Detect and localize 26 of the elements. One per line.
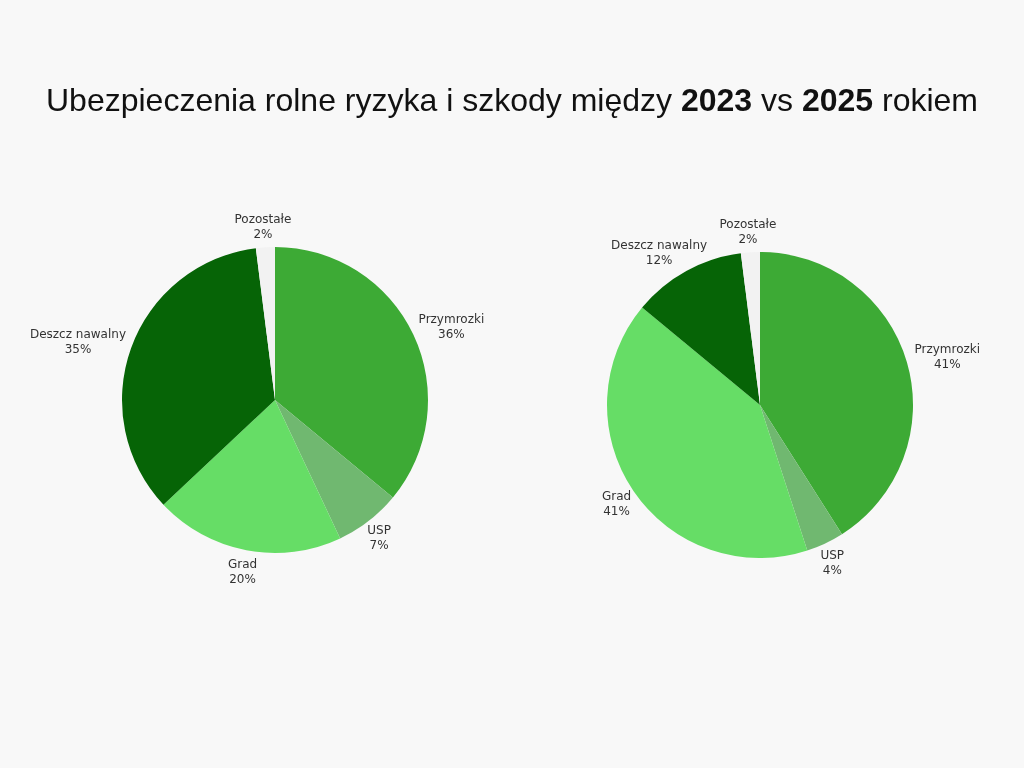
slice-label: Deszcz nawalny xyxy=(29,326,127,341)
slice-label: USP xyxy=(820,548,845,563)
pie-slice xyxy=(275,400,393,539)
data-label: 41% xyxy=(933,357,961,372)
pie-slice xyxy=(642,253,760,405)
data-label: 35% xyxy=(64,341,92,356)
data-label: 12% xyxy=(645,253,673,268)
data-label: 36% xyxy=(438,326,465,341)
slice-label: Pozostałe xyxy=(234,212,292,227)
pie-slice xyxy=(163,400,341,553)
data-label: 7% xyxy=(369,538,389,553)
data-label: 20% xyxy=(229,571,256,586)
data-label: 41% xyxy=(603,503,630,518)
data-label: 2% xyxy=(253,227,273,242)
slice-label: Przymrozki xyxy=(418,311,485,326)
data-label: 2% xyxy=(738,232,758,247)
chart-title: Ubezpieczenia rolne ryzyka i szkody między 2023 vs 2025 rokiem xyxy=(46,82,978,118)
slice-label: Deszcz nawalny xyxy=(611,238,708,253)
slice-label: USP xyxy=(367,523,391,538)
slice-label: Przymrozki xyxy=(914,342,981,357)
slice-label: Grad xyxy=(227,556,258,571)
slice-label: Pozostałe xyxy=(719,217,777,232)
pie-slice xyxy=(760,252,913,535)
pie-slice xyxy=(760,405,842,551)
slice-label: Grad xyxy=(601,488,632,503)
data-label: 4% xyxy=(822,563,842,578)
